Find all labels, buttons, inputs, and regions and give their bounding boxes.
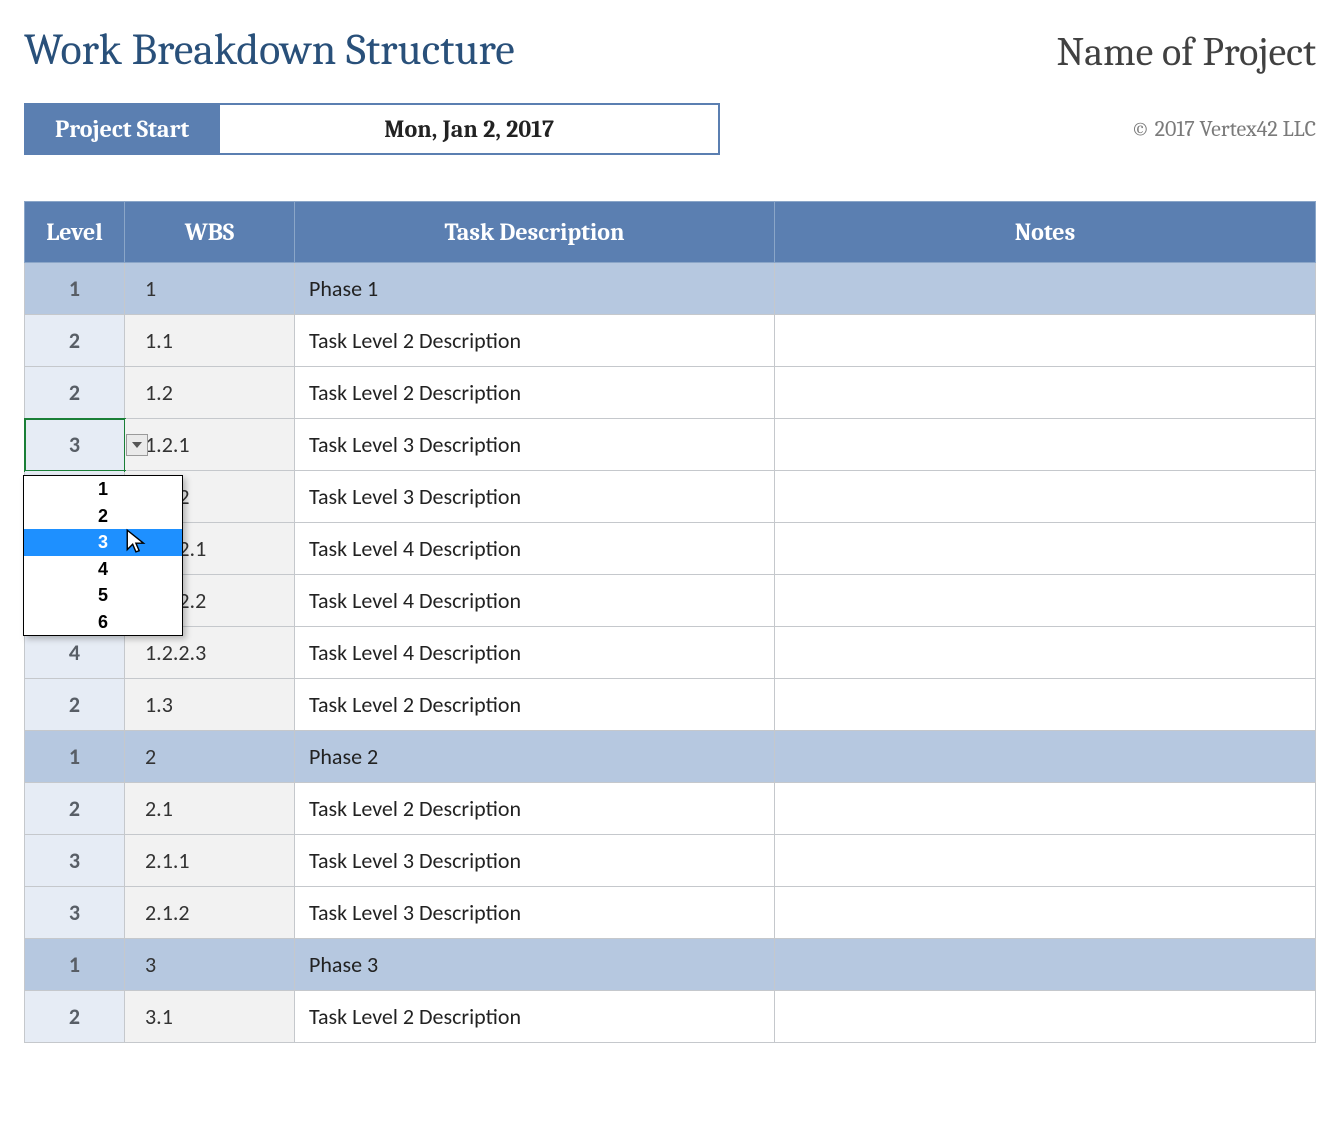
desc-cell[interactable]: Task Level 2 Description (295, 783, 775, 835)
desc-cell[interactable]: Task Level 2 Description (295, 315, 775, 367)
level-cell[interactable]: 3 (25, 887, 125, 939)
page-title: Work Breakdown Structure (24, 24, 515, 75)
col-header-wbs[interactable]: WBS (125, 202, 295, 263)
desc-cell[interactable]: Task Level 4 Description (295, 523, 775, 575)
table-row: 11Phase 1 (25, 263, 1316, 315)
table-row: 13Phase 3 (25, 939, 1316, 991)
project-start-label: Project Start (24, 103, 220, 155)
desc-cell[interactable]: Task Level 2 Description (295, 991, 775, 1043)
table-row: 32.1.1Task Level 3 Description (25, 835, 1316, 887)
table-row: 21.1Task Level 2 Description (25, 315, 1316, 367)
table-row: 21.2Task Level 2 Description (25, 367, 1316, 419)
dropdown-option[interactable]: 1 (24, 476, 182, 503)
project-name: Name of Project (1057, 29, 1316, 75)
notes-cell[interactable] (775, 835, 1316, 887)
table-row: 31234561.2.1Task Level 3 Description (25, 419, 1316, 471)
wbs-cell[interactable]: 2.1.1 (125, 835, 295, 887)
dropdown-option[interactable]: 5 (24, 582, 182, 609)
notes-cell[interactable] (775, 887, 1316, 939)
notes-cell[interactable] (775, 315, 1316, 367)
level-cell[interactable]: 2 (25, 315, 125, 367)
table-row: 31.2.2Task Level 3 Description (25, 471, 1316, 523)
notes-cell[interactable] (775, 939, 1316, 991)
table-row: 32.1.2Task Level 3 Description (25, 887, 1316, 939)
dropdown-handle[interactable] (126, 434, 148, 456)
notes-cell[interactable] (775, 419, 1316, 471)
desc-cell[interactable]: Phase 1 (295, 263, 775, 315)
desc-cell[interactable]: Phase 3 (295, 939, 775, 991)
desc-cell[interactable]: Task Level 2 Description (295, 367, 775, 419)
table-header-row: Level WBS Task Description Notes (25, 202, 1316, 263)
desc-cell[interactable]: Task Level 4 Description (295, 627, 775, 679)
wbs-cell[interactable]: 2.1.2 (125, 887, 295, 939)
col-header-level[interactable]: Level (25, 202, 125, 263)
level-cell[interactable]: 1 (25, 263, 125, 315)
level-cell[interactable]: 1 (25, 731, 125, 783)
wbs-cell[interactable]: 3.1 (125, 991, 295, 1043)
wbs-cell[interactable]: 2 (125, 731, 295, 783)
desc-cell[interactable]: Task Level 3 Description (295, 419, 775, 471)
level-cell[interactable]: 2 (25, 783, 125, 835)
level-cell[interactable]: 1 (25, 939, 125, 991)
level-cell[interactable]: 2 (25, 679, 125, 731)
col-header-notes[interactable]: Notes (775, 202, 1316, 263)
table-row: 41.2.2.3Task Level 4 Description (25, 627, 1316, 679)
level-cell[interactable]: 2 (25, 991, 125, 1043)
table-row: 41.2.2.2Task Level 4 Description (25, 575, 1316, 627)
wbs-table: Level WBS Task Description Notes 11Phase… (24, 201, 1316, 1043)
table-row: 12Phase 2 (25, 731, 1316, 783)
wbs-cell[interactable]: 1.2 (125, 367, 295, 419)
dropdown-option[interactable]: 6 (24, 609, 182, 636)
level-dropdown[interactable]: 123456 (23, 475, 183, 636)
desc-cell[interactable]: Task Level 4 Description (295, 575, 775, 627)
desc-cell[interactable]: Phase 2 (295, 731, 775, 783)
wbs-cell[interactable]: 1 (125, 263, 295, 315)
wbs-cell[interactable]: 1.2.1 (125, 419, 295, 471)
notes-cell[interactable] (775, 367, 1316, 419)
notes-cell[interactable] (775, 523, 1316, 575)
notes-cell[interactable] (775, 731, 1316, 783)
wbs-cell[interactable]: 3 (125, 939, 295, 991)
desc-cell[interactable]: Task Level 3 Description (295, 835, 775, 887)
desc-cell[interactable]: Task Level 3 Description (295, 887, 775, 939)
copyright-text: © 2017 Vertex42 LLC (1131, 116, 1316, 142)
notes-cell[interactable] (775, 471, 1316, 523)
table-row: 41.2.2.1Task Level 4 Description (25, 523, 1316, 575)
notes-cell[interactable] (775, 627, 1316, 679)
level-cell[interactable]: 2 (25, 367, 125, 419)
desc-cell[interactable]: Task Level 2 Description (295, 679, 775, 731)
project-start-date[interactable]: Mon, Jan 2, 2017 (220, 103, 720, 155)
wbs-cell[interactable]: 1.3 (125, 679, 295, 731)
notes-cell[interactable] (775, 679, 1316, 731)
wbs-cell[interactable]: 1.1 (125, 315, 295, 367)
table-row: 23.1Task Level 2 Description (25, 991, 1316, 1043)
notes-cell[interactable] (775, 263, 1316, 315)
notes-cell[interactable] (775, 991, 1316, 1043)
dropdown-option[interactable]: 3 (24, 529, 182, 556)
table-row: 21.3Task Level 2 Description (25, 679, 1316, 731)
level-cell[interactable]: 3 (25, 835, 125, 887)
table-row: 22.1Task Level 2 Description (25, 783, 1316, 835)
dropdown-option[interactable]: 4 (24, 556, 182, 583)
wbs-cell[interactable]: 2.1 (125, 783, 295, 835)
col-header-desc[interactable]: Task Description (295, 202, 775, 263)
cursor-icon (124, 528, 150, 554)
chevron-down-icon (132, 440, 142, 450)
level-cell[interactable]: 3123456 (25, 419, 125, 471)
notes-cell[interactable] (775, 575, 1316, 627)
desc-cell[interactable]: Task Level 3 Description (295, 471, 775, 523)
notes-cell[interactable] (775, 783, 1316, 835)
dropdown-option[interactable]: 2 (24, 503, 182, 530)
